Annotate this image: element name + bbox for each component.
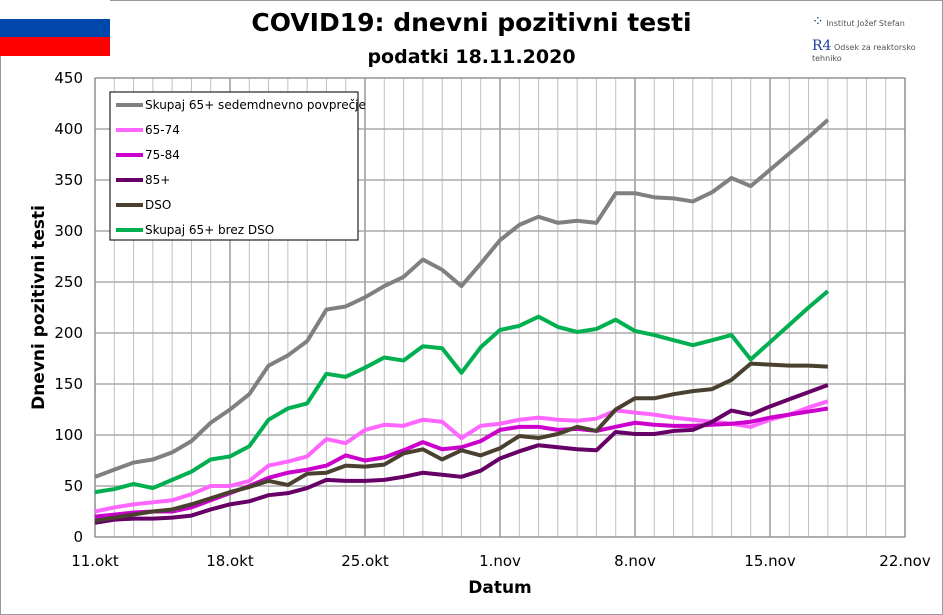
x-axis-label: Datum bbox=[468, 578, 532, 598]
x-tick-label: 1.nov bbox=[479, 552, 521, 570]
chart-title: COVID19: dnevni pozitivni testi bbox=[251, 8, 692, 37]
x-tick-label: 8.nov bbox=[614, 552, 656, 570]
chart-subtitle: podatki 18.11.2020 bbox=[367, 46, 576, 68]
flag-stripe-blue bbox=[0, 18, 110, 38]
y-tick-label: 200 bbox=[54, 324, 83, 342]
x-tick-label: 11.okt bbox=[71, 552, 119, 570]
x-tick-label: 22.nov bbox=[879, 552, 931, 570]
legend-box bbox=[109, 91, 359, 241]
x-tick-label: 15.nov bbox=[744, 552, 796, 570]
y-axis-label: Dnevni pozitivni testi bbox=[29, 205, 49, 410]
slovenia-flag bbox=[0, 0, 110, 56]
y-tick-label: 250 bbox=[54, 273, 83, 291]
y-tick-label: 400 bbox=[54, 120, 83, 138]
y-tick-label: 450 bbox=[54, 69, 83, 87]
y-tick-label: 350 bbox=[54, 171, 83, 189]
r4-logo: R4 Odsek za reaktorsko tehniko bbox=[812, 38, 943, 63]
flag-stripe-white bbox=[0, 0, 110, 19]
ijs-dots-icon: ⁘ bbox=[812, 14, 824, 30]
legend-label: 75-84 bbox=[145, 148, 180, 162]
r4-logo-text: Odsek za reaktorsko tehniko bbox=[812, 43, 916, 63]
y-tick-label: 100 bbox=[54, 426, 83, 444]
legend-label: DSO bbox=[145, 198, 171, 212]
x-tick-label: 25.okt bbox=[341, 552, 389, 570]
ijs-logo: ⁘ Institut Jožef Stefan bbox=[812, 14, 905, 30]
legend-label: Skupaj 65+ sedemdnevno povprečje bbox=[145, 98, 366, 112]
y-tick-label: 50 bbox=[64, 477, 83, 495]
legend-label: 65-74 bbox=[145, 123, 180, 137]
flag-stripe-red bbox=[0, 37, 110, 56]
y-tick-label: 0 bbox=[73, 528, 83, 546]
y-tick-label: 150 bbox=[54, 375, 83, 393]
x-tick-label: 18.okt bbox=[206, 552, 254, 570]
y-tick-label: 300 bbox=[54, 222, 83, 240]
plot-area-border bbox=[94, 77, 906, 538]
ijs-logo-text: Institut Jožef Stefan bbox=[826, 19, 905, 28]
legend-label: 85+ bbox=[145, 173, 170, 187]
r4-mark: R4 bbox=[812, 38, 832, 54]
legend-label: Skupaj 65+ brez DSO bbox=[145, 223, 274, 237]
